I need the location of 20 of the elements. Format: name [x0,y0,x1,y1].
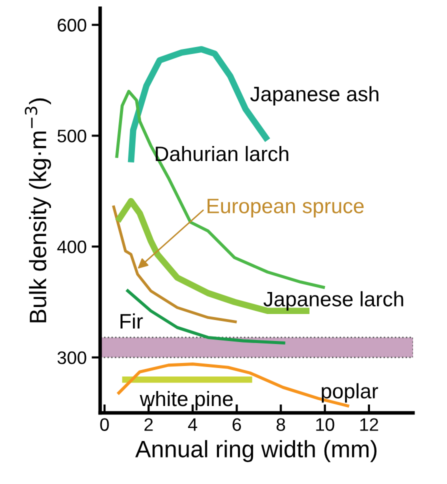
series-label: Dahurian larch [156,146,288,162]
x-tick-label: 4 [188,418,198,431]
x-tick-label: 2 [144,418,153,431]
x-tick-label: 10 [316,418,334,431]
series-label: Japanese larch [264,291,404,311]
x-axis-title: Annual ring width (mm) [135,440,376,462]
series-label: white pine [140,390,233,410]
series-label: Fir [120,313,143,328]
y-tick-label: 500 [58,130,86,142]
y-axis-title: Bulk density (kg·m$^{−3}$) [24,98,52,322]
x-tick-label: 12 [360,418,378,431]
text: European spruce [208,198,364,218]
series-label: Japanese ash [250,86,378,106]
y-tick-label: 300 [58,351,86,364]
x-tick-label: 6 [232,418,241,431]
series-label: poplar [322,383,378,403]
y-tick-label: 600 [58,18,86,32]
x-tick-label: 8 [276,418,286,431]
x-tick-label: 0 [100,418,109,431]
y-tick-label: 400 [57,240,86,254]
